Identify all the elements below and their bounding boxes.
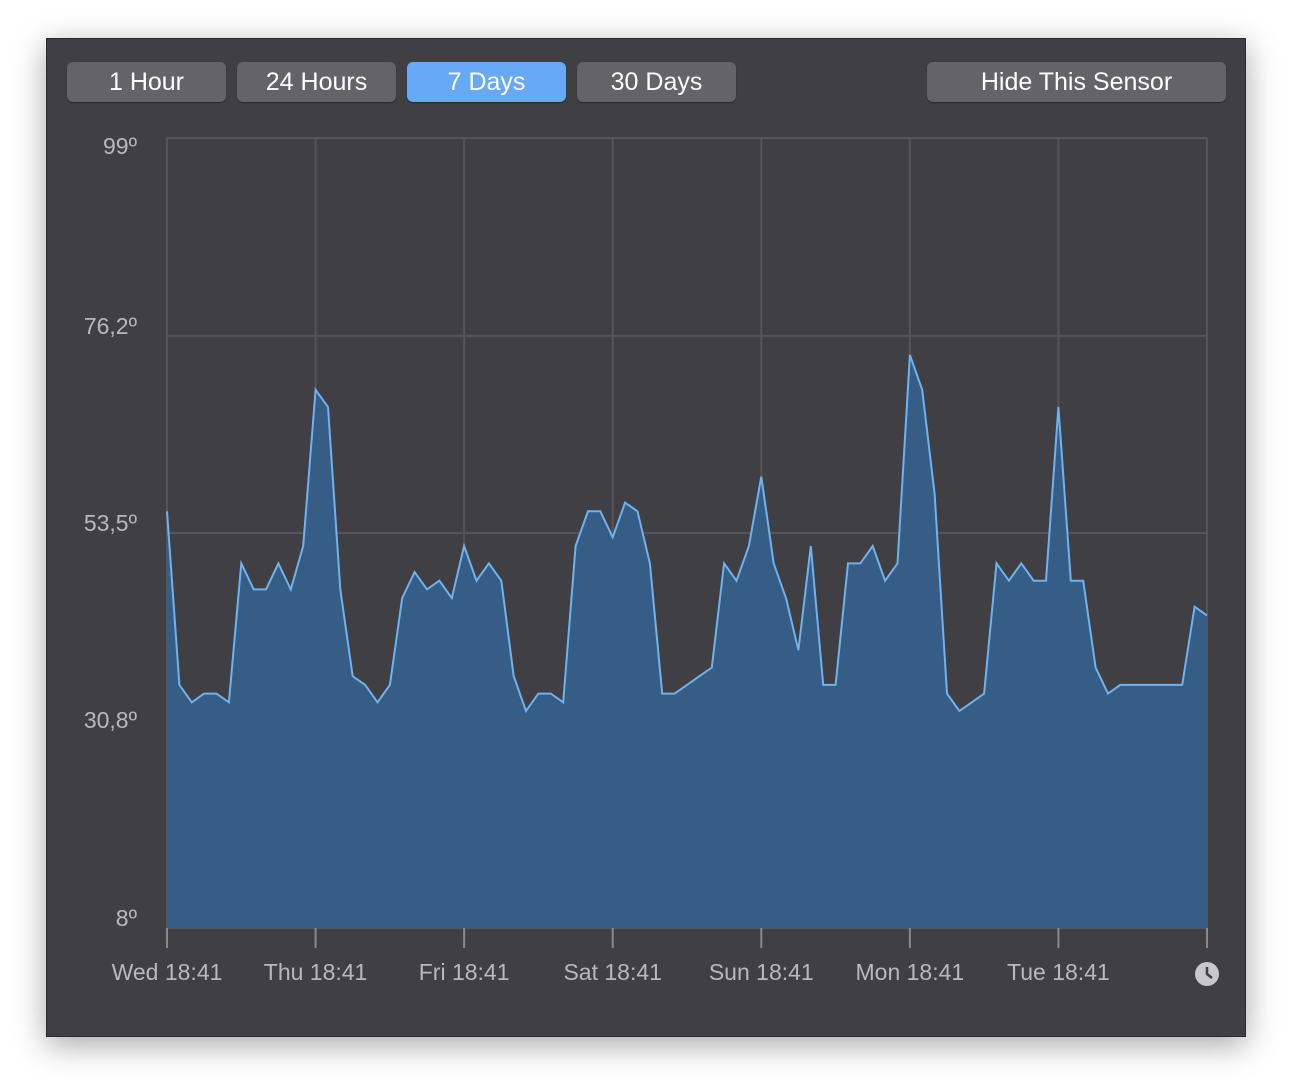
- clock-icon[interactable]: [1195, 962, 1219, 986]
- x-tick-label: Fri 18:41: [419, 959, 510, 985]
- window: 8º 30,8º 53,5º 76,2º 99º Wed 18:41 Thu 18:41 Fr…: [46, 38, 1246, 1037]
- x-tick-label: Sun 18:41: [709, 959, 814, 985]
- x-tick-label: Sat 18:41: [563, 959, 661, 985]
- area: [167, 355, 1207, 928]
- x-tick-label: Thu 18:41: [264, 959, 368, 985]
- y-tick-label: 53,5º: [84, 510, 138, 536]
- x-tick-label: Mon 18:41: [856, 959, 965, 985]
- x-tick-label: Tue 18:41: [1007, 959, 1110, 985]
- button[interactable]: Hide This Sensor: [927, 62, 1226, 102]
- x-tick-label: Wed 18:41: [112, 959, 223, 985]
- y-tick-label: 30,8º: [84, 707, 138, 733]
- button[interactable]: 30 Days: [577, 62, 736, 102]
- y-tick-label: 99º: [103, 133, 138, 159]
- button[interactable]: 1 Hour: [67, 62, 226, 102]
- line: [166, 354, 1208, 714]
- y-tick-label: 8º: [116, 905, 138, 931]
- y-tick-label: 76,2º: [84, 313, 138, 339]
- button[interactable]: 24 Hours: [237, 62, 396, 102]
- chart: 8º 30,8º 53,5º 76,2º 99º Wed 18:41 Thu 18:41 Fr…: [84, 133, 1219, 986]
- button[interactable]: 7 Days: [407, 62, 566, 102]
